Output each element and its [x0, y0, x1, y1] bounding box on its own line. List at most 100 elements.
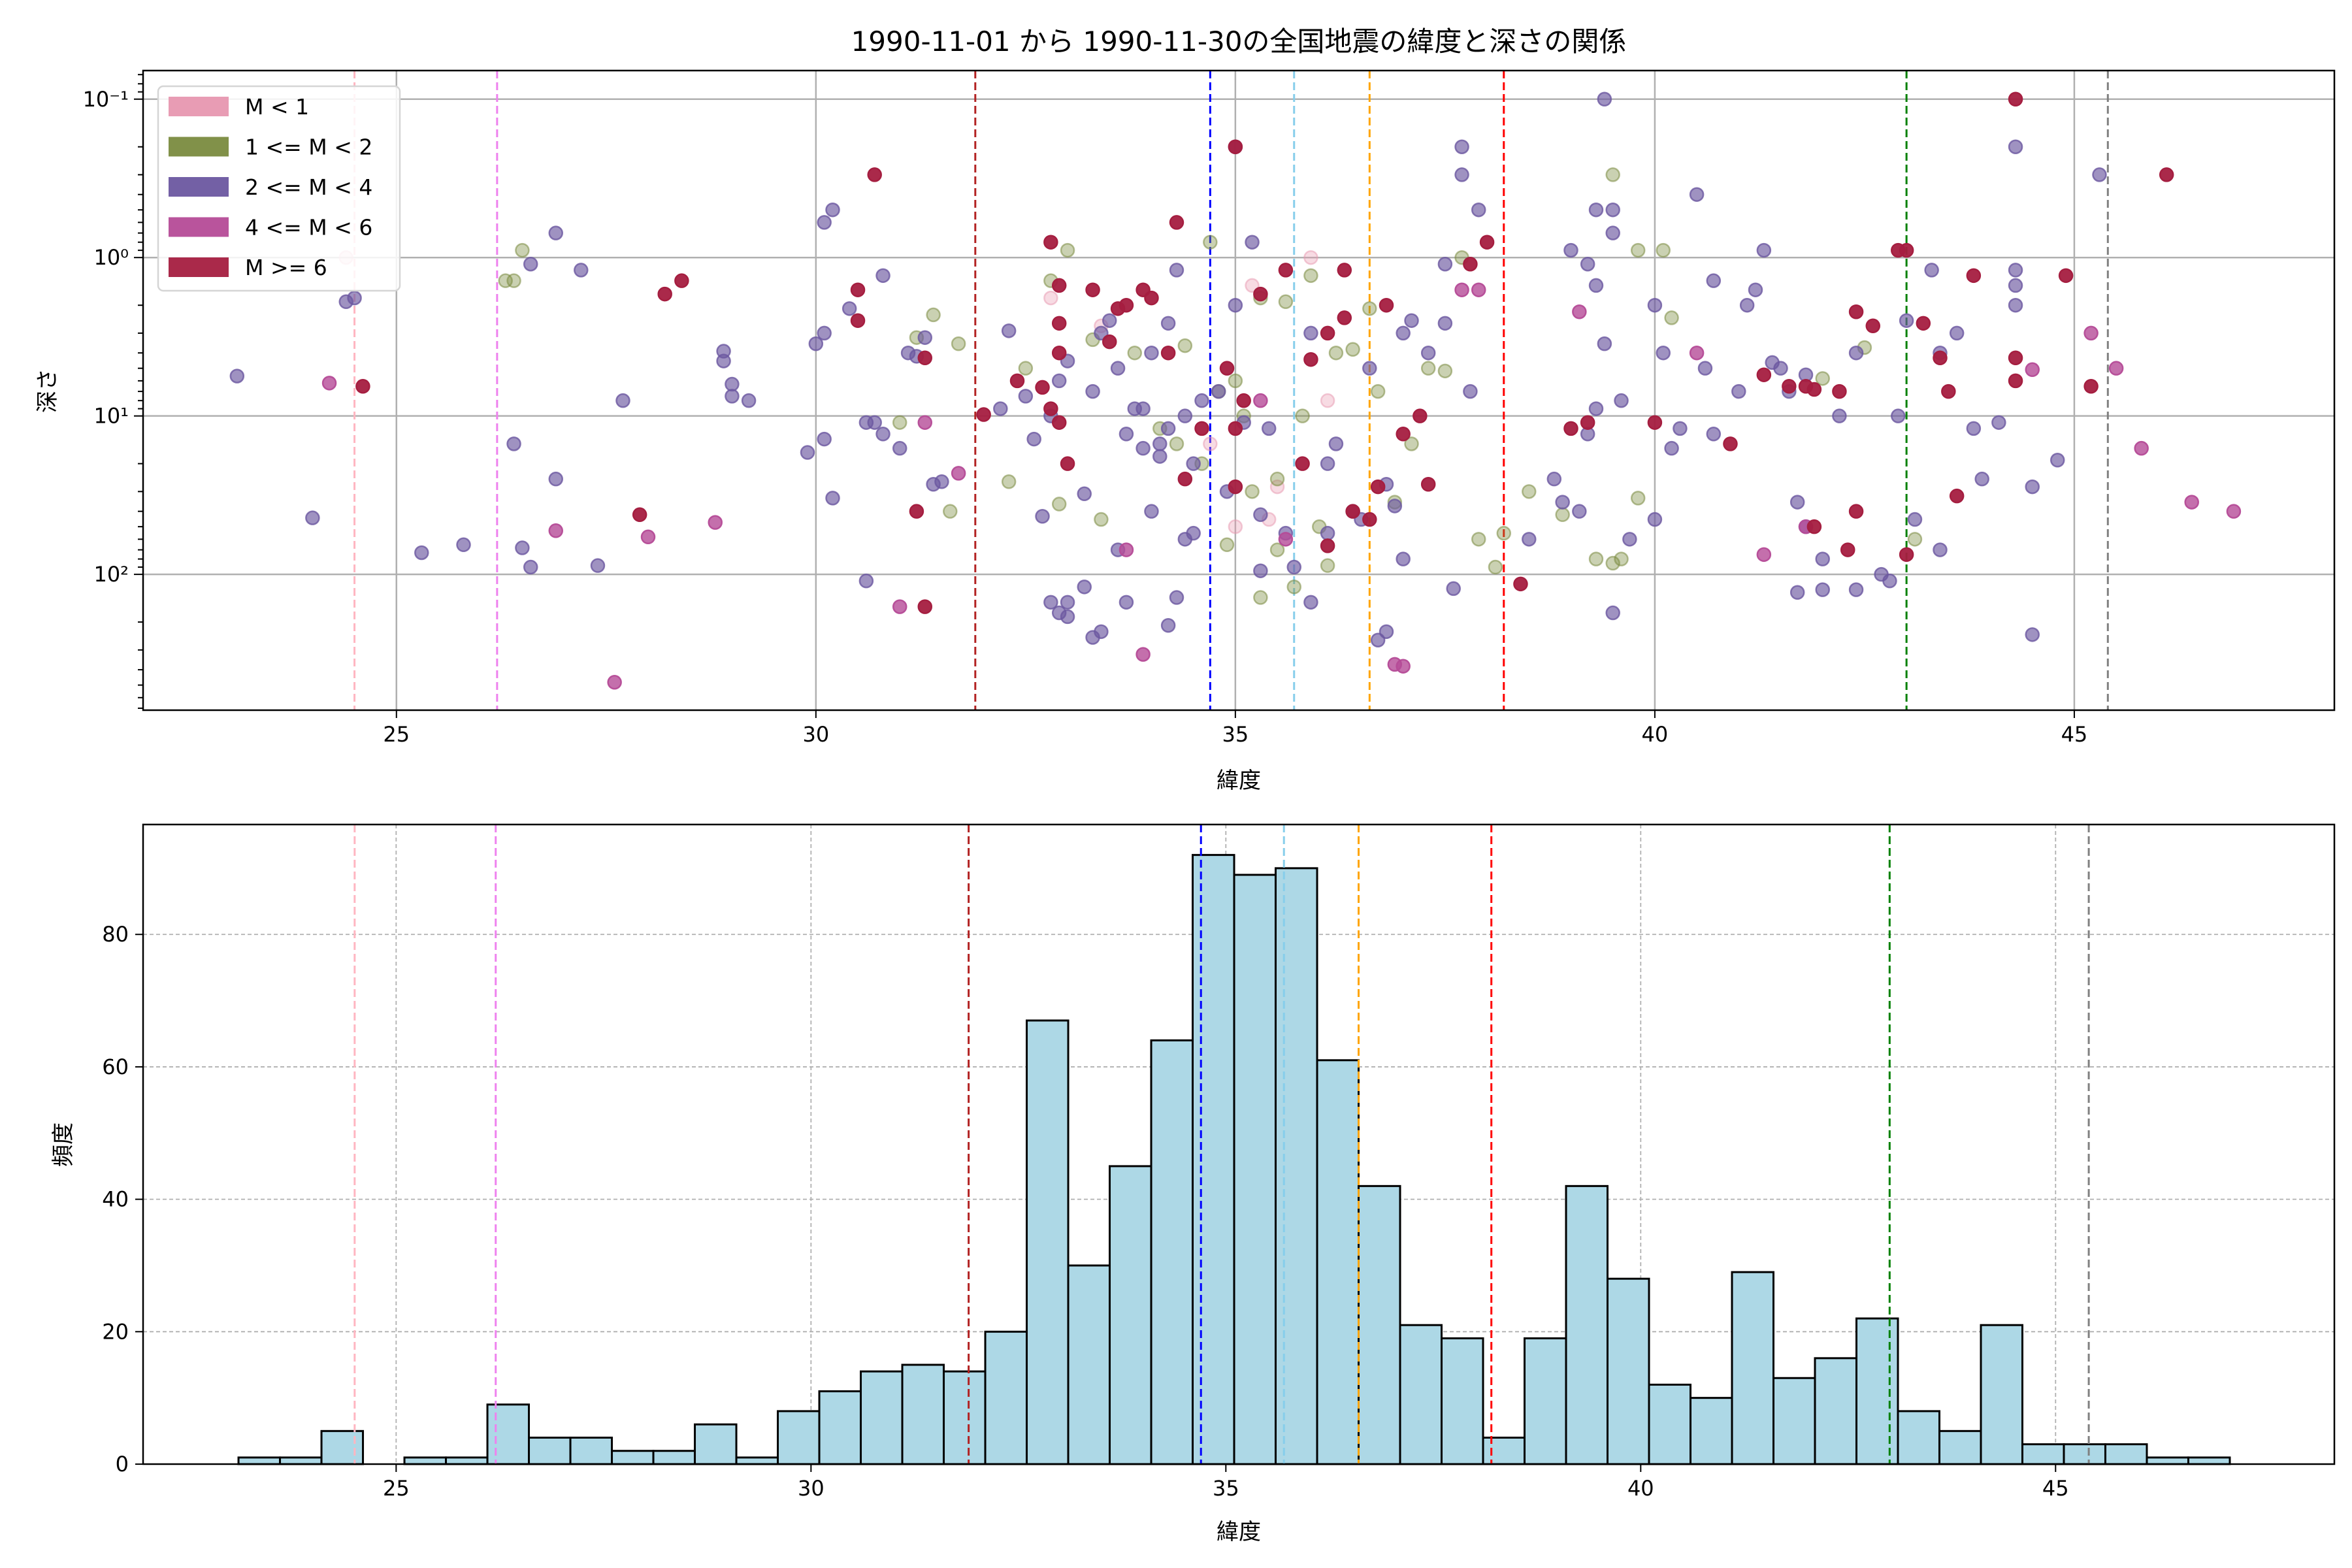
x-tick-label: 40	[1642, 722, 1669, 747]
scatter-point	[1009, 373, 1025, 389]
scatter-point	[1656, 242, 1671, 258]
scatter-point	[1739, 297, 1755, 313]
scatter-point	[1479, 235, 1495, 250]
scatter-point	[1119, 297, 1134, 313]
scatter-point	[1907, 512, 1923, 527]
scatter-point	[1060, 595, 1075, 610]
scatter-point	[1664, 310, 1679, 325]
scatter-point	[1673, 421, 1688, 436]
scatter-point	[548, 523, 564, 538]
scatter-point	[1588, 278, 1604, 293]
scatter-point	[1789, 495, 1805, 510]
scatter-point	[2050, 453, 2065, 468]
scatter-point	[548, 471, 564, 487]
x-tick-label: 25	[383, 722, 410, 747]
scatter-point	[1051, 497, 1067, 512]
y-tick-label: 10⁰	[93, 245, 129, 270]
scatter-point	[892, 440, 907, 456]
scatter-point	[1236, 393, 1251, 408]
scatter-point	[1463, 256, 1478, 272]
scatter-point	[1588, 401, 1604, 416]
histogram-bar	[860, 1370, 904, 1465]
scatter-point	[725, 389, 740, 404]
scatter-point	[1420, 361, 1436, 376]
scatter-point	[1580, 256, 1595, 272]
scatter-point	[716, 353, 731, 368]
scatter-point	[2083, 379, 2099, 394]
scatter-ylabel: 深さ	[35, 368, 61, 413]
scatter-point	[1001, 323, 1017, 338]
scatter-point	[1865, 318, 1881, 334]
scatter-point	[515, 540, 530, 555]
scatter-point	[2008, 91, 2023, 107]
scatter-point	[2008, 350, 2023, 366]
scatter-point	[674, 273, 689, 288]
scatter-point	[1043, 290, 1058, 306]
scatter-point	[1840, 542, 1855, 557]
scatter-point	[1035, 509, 1050, 524]
scatter-point	[1454, 139, 1469, 154]
histogram-bar	[486, 1403, 531, 1465]
histogram-bar	[1233, 874, 1277, 1465]
scatter-point	[1815, 371, 1830, 386]
scatter-point	[1647, 512, 1663, 527]
scatter-point	[1647, 415, 1663, 430]
scatter-point	[1622, 532, 1637, 547]
scatter-point	[1614, 551, 1629, 566]
histogram-bar	[1897, 1410, 1940, 1465]
scatter-point	[1303, 268, 1318, 284]
scatter-point	[1689, 187, 1705, 202]
scatter-point	[1756, 242, 1772, 258]
scatter-point	[615, 393, 630, 408]
scatter-point	[1832, 384, 1847, 399]
scatter-point	[1899, 242, 1914, 258]
scatter-point	[850, 282, 866, 297]
scatter-point	[1580, 415, 1595, 430]
scatter-point	[1899, 547, 1914, 563]
scatter-point	[892, 599, 907, 614]
scatter-point	[1286, 580, 1301, 595]
histogram-bar	[569, 1436, 613, 1465]
scatter-point	[1001, 474, 1017, 489]
x-tick-label: 45	[2042, 1476, 2069, 1501]
histogram-bar	[2187, 1456, 2231, 1465]
scatter-point	[1320, 538, 1335, 553]
scatter-point	[858, 415, 874, 430]
y-tick-label: 40	[102, 1187, 129, 1212]
scatter-point	[825, 202, 840, 218]
y-tick-label: 20	[102, 1319, 129, 1344]
scatter-point	[1597, 336, 1612, 351]
scatter-point	[1966, 268, 1982, 284]
histogram-axes: 25 30 35 40 45 0 20 40 60 80	[102, 823, 2336, 1501]
scatter-point	[523, 256, 538, 272]
scatter-point	[1102, 313, 1117, 328]
histogram-bar	[320, 1429, 365, 1465]
scatter-point	[321, 376, 337, 391]
legend-label: 2 <= M < 4	[245, 174, 372, 200]
x-tick-label: 45	[2061, 722, 2088, 747]
scatter-point	[1194, 421, 1209, 436]
scatter-point	[1916, 316, 1931, 331]
scatter-point	[2092, 167, 2107, 182]
histogram-bar	[694, 1423, 738, 1465]
scatter-point	[1043, 401, 1058, 416]
scatter-point	[1026, 431, 1041, 447]
scatter-point	[934, 474, 949, 489]
histogram-bar	[1150, 1039, 1194, 1465]
x-tick-label: 35	[1222, 722, 1249, 747]
scatter-point	[725, 376, 740, 392]
scatter-point	[909, 504, 924, 519]
scatter-point	[1169, 590, 1184, 605]
scatter-point	[867, 167, 882, 182]
histogram-bar	[1772, 1377, 1816, 1465]
scatter-xlabel: 緯度	[1217, 768, 1261, 794]
scatter-point	[1370, 632, 1386, 647]
scatter-point	[1320, 525, 1335, 541]
scatter-point	[1522, 532, 1537, 547]
scatter-point	[1018, 361, 1034, 376]
histogram-bar	[1192, 854, 1235, 1465]
scatter-point	[1228, 479, 1243, 495]
scatter-point	[1186, 525, 1201, 541]
scatter-point	[1706, 427, 1722, 442]
scatter-point	[1848, 304, 1864, 319]
